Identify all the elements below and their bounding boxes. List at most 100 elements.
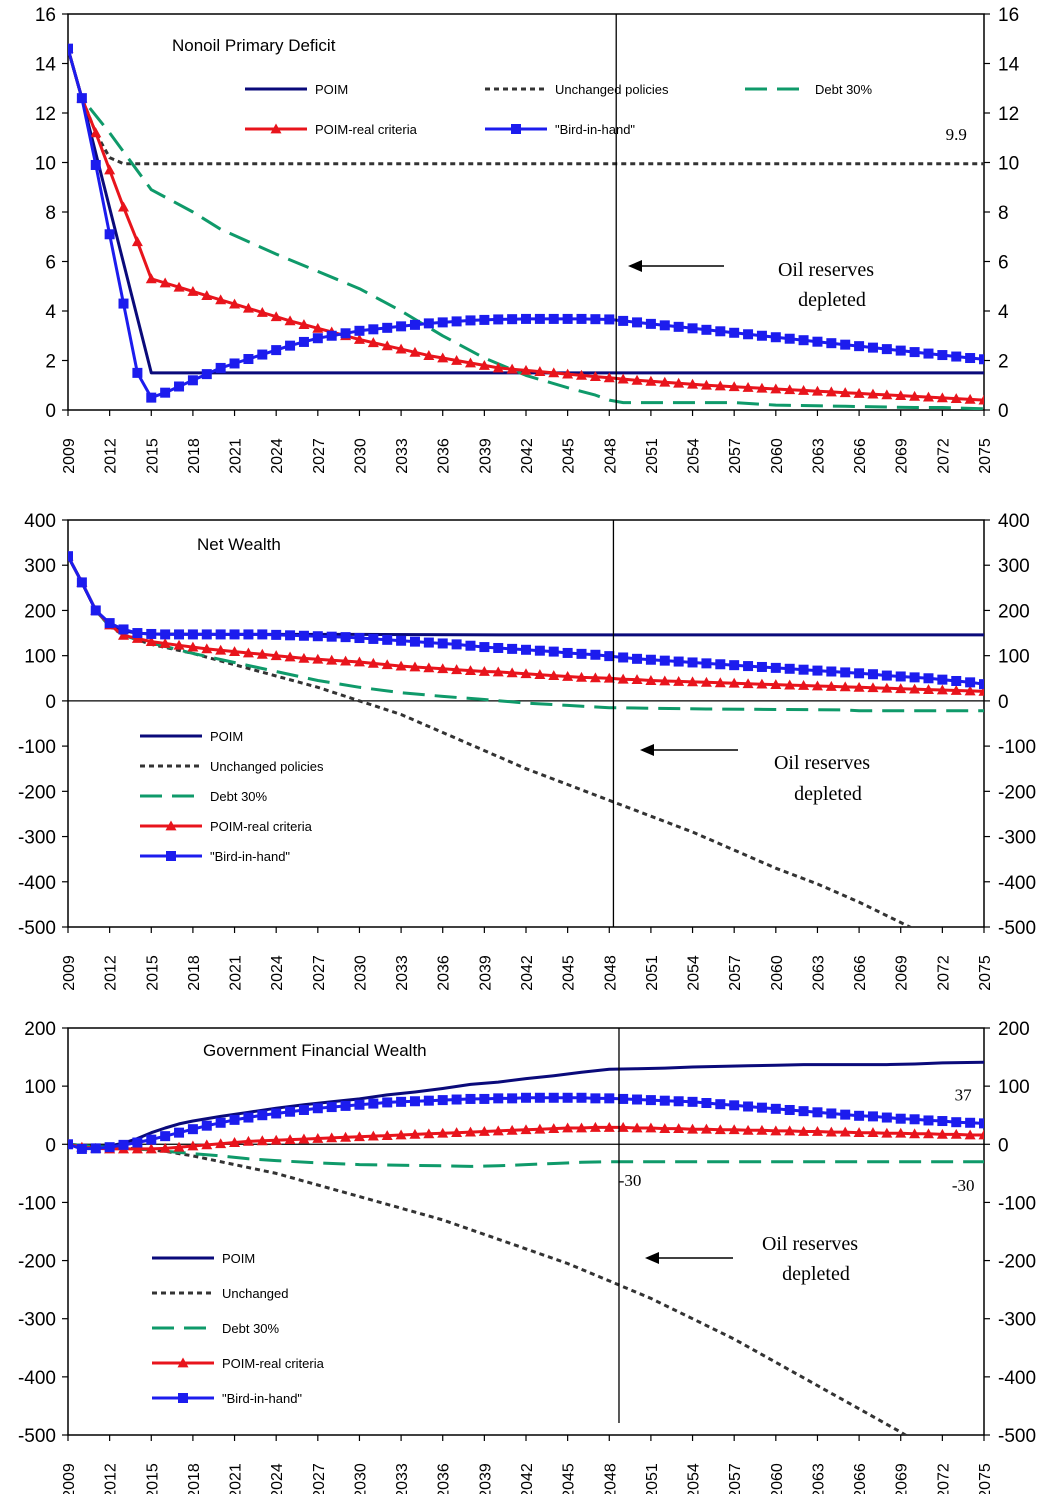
data-point — [714, 380, 726, 391]
data-point — [493, 314, 504, 325]
data-point — [159, 277, 171, 288]
data-point — [603, 1121, 615, 1132]
legend-label: POIM — [222, 1251, 255, 1266]
x-tick-label: 2027 — [311, 955, 328, 991]
data-point — [687, 1123, 699, 1134]
series-square — [68, 551, 984, 690]
x-tick-label: 2072 — [935, 955, 952, 991]
data-point — [715, 659, 726, 670]
data-point — [603, 672, 615, 683]
data-point — [700, 379, 712, 390]
data-point — [798, 680, 810, 690]
x-tick-label: 2069 — [894, 1463, 911, 1494]
x-tick-label: 2054 — [686, 438, 703, 474]
data-point — [340, 1100, 351, 1111]
data-point — [548, 313, 559, 324]
data-point — [978, 394, 984, 405]
data-point — [118, 1139, 129, 1150]
y-tick-label-left: 400 — [24, 511, 56, 532]
x-tick-label: 2075 — [977, 438, 994, 474]
data-point — [326, 1132, 338, 1143]
data-point — [229, 298, 241, 309]
data-point — [895, 671, 906, 682]
annotation-line2: depleted — [798, 289, 866, 311]
y-tick-label-left: 0 — [45, 401, 56, 422]
x-tick-label: 2021 — [228, 1463, 245, 1494]
data-point — [756, 661, 767, 672]
data-point — [645, 675, 657, 685]
series-triangle — [68, 43, 984, 405]
y-tick-label-left: 2 — [45, 352, 56, 373]
data-point — [798, 1106, 809, 1117]
data-point — [437, 1095, 448, 1106]
data-point — [284, 651, 296, 662]
data-point — [964, 393, 976, 404]
data-point — [562, 313, 573, 324]
data-point — [534, 313, 545, 324]
y-tick-label-left: 300 — [24, 556, 56, 577]
data-point — [909, 683, 921, 694]
data-point — [160, 387, 171, 398]
y-tick-label-left: -100 — [18, 737, 56, 758]
data-point — [978, 1129, 984, 1140]
data-point — [659, 675, 671, 686]
annotation-line1: Oil reserves — [778, 259, 874, 281]
data-point — [215, 294, 227, 305]
data-point — [895, 1113, 906, 1124]
series-line — [68, 555, 984, 637]
data-point — [576, 1092, 587, 1103]
data-point — [521, 1092, 531, 1103]
data-point — [951, 1117, 962, 1128]
data-point — [743, 1101, 754, 1112]
data-point — [507, 1093, 518, 1104]
data-point — [271, 629, 282, 640]
data-point — [90, 159, 101, 170]
data-point — [826, 666, 837, 677]
data-point — [118, 629, 130, 640]
data-point — [604, 651, 615, 662]
data-point — [673, 1123, 685, 1133]
y-tick-label-right: -300 — [998, 828, 1036, 849]
plot-frame — [67, 519, 985, 928]
data-point — [298, 1104, 309, 1115]
data-point — [548, 1092, 559, 1103]
data-point — [936, 684, 948, 695]
data-point — [854, 668, 865, 679]
data-point — [187, 285, 199, 296]
data-point — [215, 1138, 227, 1149]
data-point — [478, 359, 490, 370]
data-point — [632, 653, 643, 664]
y-tick-label-right: -100 — [998, 737, 1036, 758]
data-point — [395, 1129, 407, 1140]
data-point — [756, 1124, 768, 1135]
data-point — [729, 327, 740, 338]
x-tick-label: 2057 — [727, 1463, 744, 1494]
data-point — [201, 1120, 212, 1131]
data-point — [354, 1099, 365, 1110]
x-tick-label: 2054 — [686, 955, 703, 991]
legend-label: POIM-real criteria — [210, 819, 313, 834]
data-point — [867, 1127, 879, 1138]
data-point — [618, 652, 629, 663]
x-tick-label: 2009 — [61, 955, 78, 991]
x-tick-label: 2051 — [644, 955, 661, 991]
data-point — [451, 639, 462, 650]
x-tick-label: 2069 — [894, 438, 911, 474]
x-tick-label: 2036 — [436, 955, 453, 991]
data-point — [714, 1124, 726, 1135]
data-point — [506, 363, 518, 374]
data-point — [950, 393, 962, 404]
data-point — [160, 629, 171, 640]
data-point — [367, 1130, 379, 1141]
plot-frame — [67, 13, 985, 411]
data-point — [215, 362, 226, 373]
data-point — [159, 637, 171, 648]
legend-label: Unchanged policies — [210, 759, 324, 774]
legend-label: Debt 30% — [222, 1321, 280, 1336]
data-point — [965, 353, 976, 364]
data-point — [853, 681, 865, 692]
data-point — [715, 326, 726, 337]
data-point — [534, 366, 546, 377]
data-point — [409, 346, 421, 357]
data-point — [271, 345, 282, 356]
